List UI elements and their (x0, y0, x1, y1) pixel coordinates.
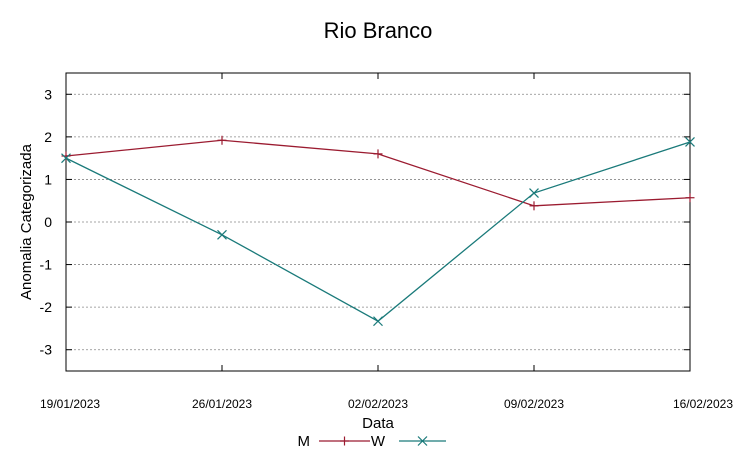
x-tick-label: 09/02/2023 (504, 397, 564, 411)
x-tick-label: 02/02/2023 (348, 397, 408, 411)
y-tick-label: -1 (40, 257, 53, 273)
y-tick-label: 0 (44, 214, 52, 230)
legend-label-M: M (298, 433, 311, 450)
series-layer (61, 135, 695, 327)
y-tick-label: 3 (44, 86, 52, 102)
y-tick-label: 1 (44, 171, 52, 187)
data-point-M (373, 149, 383, 159)
data-point-M (685, 193, 695, 203)
legend-marker-M (340, 436, 349, 446)
y-tick-label: -3 (40, 342, 53, 358)
data-point-W (685, 137, 695, 147)
data-point-M (529, 201, 539, 211)
y-tick-label: 2 (44, 129, 52, 145)
data-point-W (373, 316, 383, 327)
x-tick-label: 16/02/2023 (673, 397, 733, 411)
x-axis-label: Data (362, 415, 394, 432)
x-tick-label: 26/01/2023 (192, 397, 252, 411)
y-axis-ticks: 3 2 1 0 -1 -2 -3 (40, 86, 690, 358)
y-tick-label: -2 (40, 299, 53, 315)
data-point-W (61, 153, 71, 164)
data-point-M (217, 135, 227, 145)
grid-lines (66, 93, 690, 351)
series-line-W (65, 141, 691, 322)
y-axis-label: Anomalia Categorizada (18, 143, 35, 300)
chart-title: Rio Branco (324, 18, 433, 43)
legend-label-W: W (371, 433, 386, 450)
data-point-W (529, 188, 539, 198)
legend-marker-W (417, 436, 428, 446)
x-tick-label: 19/01/2023 (40, 397, 100, 411)
x-axis-ticks: 19/01/2023 26/01/2023 02/02/2023 09/02/2023… (40, 73, 733, 411)
data-point-M (61, 151, 71, 161)
data-point-W (217, 229, 227, 240)
